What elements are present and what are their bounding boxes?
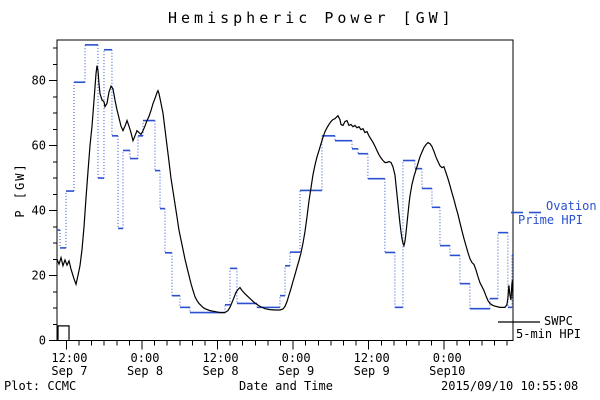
x-tick-date-label: Sep 7 [51,364,87,378]
x-tick-date-label: Sep 8 [203,364,239,378]
x-tick-time-label: 0:00 [131,351,160,365]
legend-ovation-line1: Ovation [546,199,597,213]
y-tick-label: 40 [32,204,46,218]
legend-ovation-line2: Prime HPI [518,213,584,227]
x-tick-time-label: 0:00 [433,351,462,365]
x-tick-time-label: 12:00 [203,351,239,365]
x-tick-time-label: 0:00 [282,351,311,365]
swpc-start-artifact [57,325,70,340]
x-tick-time-label: 12:00 [354,351,390,365]
y-tick-label: 80 [32,74,46,88]
x-axis-title: Date and Time [239,379,333,393]
y-tick-label: 60 [32,139,46,153]
y-tick-label: 20 [32,269,46,283]
x-tick-date-label: Sep 9 [278,364,314,378]
x-tick-date-label: Sep 8 [127,364,163,378]
y-tick-label: 0 [39,334,46,348]
swpc-line [56,65,514,314]
footer-plot-credit: Plot: CCMC [4,379,77,393]
footer-timestamp: 2015/09/10 10:55:08 [441,379,579,393]
legend-swpc-line1: SWPC [544,314,573,328]
x-tick-date-label: Sep10 [429,364,465,378]
x-tick-time-label: 12:00 [51,351,87,365]
legend-swpc-line2: 5-min HPI [516,327,582,341]
x-tick-date-label: Sep 9 [354,364,390,378]
chart-title: Hemispheric Power [GW] [168,9,455,27]
plot-box [56,39,514,341]
